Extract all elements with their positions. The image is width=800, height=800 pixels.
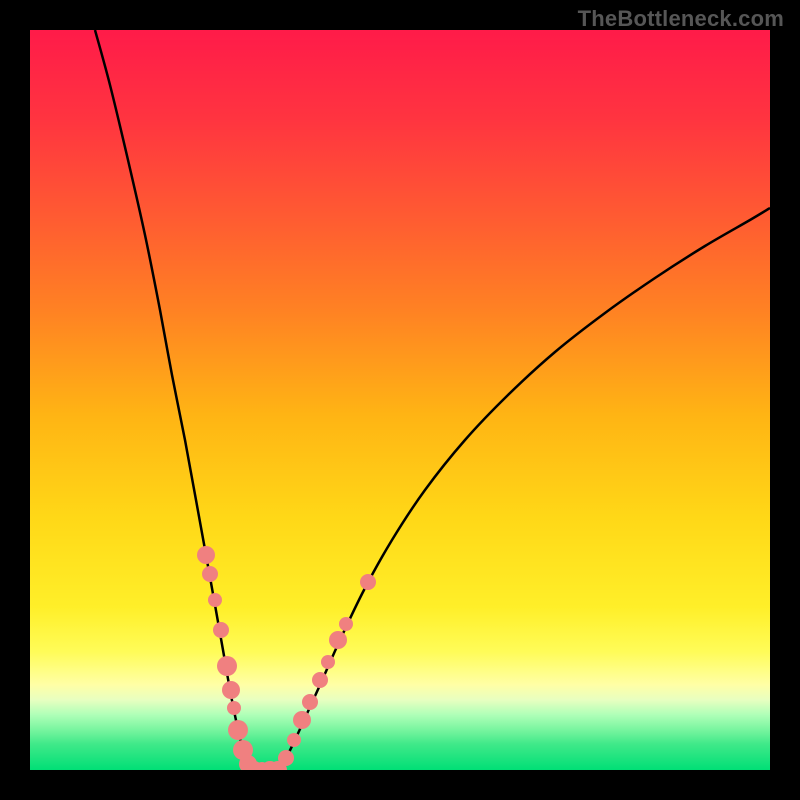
data-marker [302, 694, 318, 710]
data-marker [312, 672, 328, 688]
plot-area [30, 30, 770, 770]
chart-container: TheBottleneck.com [0, 0, 800, 800]
data-marker [227, 701, 241, 715]
curves-layer [30, 30, 770, 770]
data-marker [278, 750, 294, 766]
data-marker [202, 566, 218, 582]
marker-group [197, 546, 376, 770]
data-marker [287, 733, 301, 747]
data-marker [339, 617, 353, 631]
data-marker [217, 656, 237, 676]
data-marker [208, 593, 222, 607]
data-marker [213, 622, 229, 638]
data-marker [293, 711, 311, 729]
data-marker [321, 655, 335, 669]
watermark-text: TheBottleneck.com [578, 6, 784, 32]
data-marker [228, 720, 248, 740]
right-curve [278, 208, 770, 770]
data-marker [197, 546, 215, 564]
data-marker [222, 681, 240, 699]
data-marker [360, 574, 376, 590]
data-marker [329, 631, 347, 649]
